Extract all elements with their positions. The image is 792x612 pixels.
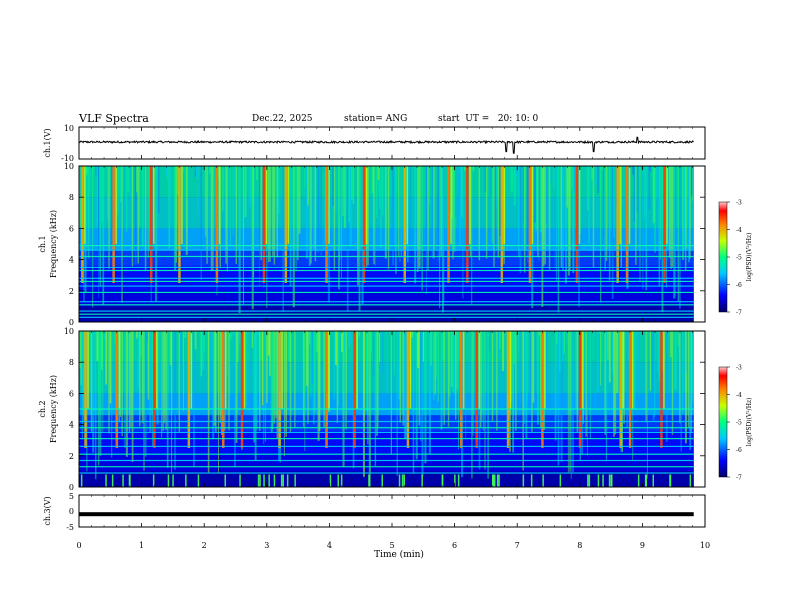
ch1-ytick-top: 10: [64, 124, 74, 133]
x-tick-9: 9: [640, 541, 645, 550]
time-axis: 0 1 2 3 4 5 6 7 8 9 10: [76, 127, 710, 550]
chart-title: VLF Spectra: [79, 112, 149, 125]
ch1-spec-ytick-4: 4: [69, 256, 74, 265]
ch3-ytick-mid: 0: [69, 507, 74, 516]
x-tick-10: 10: [700, 541, 710, 550]
x-tick-1: 1: [139, 541, 144, 550]
ch1-spectrogram: [79, 166, 705, 322]
ch2-spec-ytick-10: 10: [64, 327, 74, 336]
ch2-cbar-tick--6: -6: [736, 447, 742, 454]
ch2-cbar-tick--7: -7: [736, 475, 742, 482]
ch1-colorbar-label: log(PSD)(V²/Hz): [746, 233, 753, 282]
date-label: Dec.22, 2025: [252, 114, 313, 124]
ch2-cbar-tick--3: -3: [736, 365, 742, 372]
ch2-cbar-tick--4: -4: [736, 392, 742, 399]
x-tick-7: 7: [515, 541, 520, 550]
x-tick-2: 2: [202, 541, 207, 550]
ch1-spec-ytick-8: 8: [69, 193, 74, 202]
ch1-cbar-tick--4: -4: [736, 227, 742, 234]
ch2-cbar-tick--5: -5: [736, 420, 742, 427]
ch2-spec-ylabel: ch.2: [38, 400, 47, 417]
x-tick-8: 8: [577, 541, 582, 550]
ch1-ytick-bottom: -10: [61, 154, 74, 163]
ch3-waveform-panel: 5 0 -5 ch.3(V): [43, 492, 706, 532]
ch3-ylabel: ch.3(V): [43, 496, 52, 525]
x-tick-3: 3: [264, 541, 269, 550]
ch2-spectrogram-panel: 0 2 4 6 8 10 ch.2 Frequency (kHz): [38, 327, 706, 492]
ch3-ytick-top: 5: [69, 492, 74, 501]
x-tick-0: 0: [76, 541, 81, 550]
ch1-spec-ytick-0: 0: [69, 318, 74, 327]
ch3-ytick-bottom: -5: [66, 523, 74, 532]
ch1-cbar-tick--5: -5: [736, 255, 742, 262]
ch3-waveform-line: [79, 512, 694, 517]
x-tick-5: 5: [389, 541, 394, 550]
ch1-spec-ytick-10: 10: [64, 162, 74, 171]
x-tick-4: 4: [327, 541, 332, 550]
ch2-spec-ytick-0: 0: [69, 483, 74, 492]
ch1-spec-ylabel2: Frequency (kHz): [49, 210, 58, 278]
x-axis-label: Time (min): [374, 549, 424, 560]
ch1-spectrogram-panel: 0 2 4 6 8 10 ch.1 Frequency (kHz): [38, 162, 706, 327]
ch1-spec-ylabel: ch.1: [38, 235, 47, 252]
ch2-spec-ylabel2: Frequency (kHz): [49, 375, 58, 443]
start-time-label: start UT = 20: 10: 0: [438, 114, 539, 124]
x-tick-6: 6: [452, 541, 457, 550]
ch1-colorbar: -3 -4 -5 -6 -7 log(PSD)(V²/Hz): [718, 200, 753, 317]
ch2-spec-ytick-8: 8: [69, 358, 74, 367]
ch1-cbar-tick--6: -6: [736, 282, 742, 289]
ch2-spec-ytick-4: 4: [69, 421, 74, 430]
ch1-cbar-tick--3: -3: [736, 200, 742, 207]
ch1-cbar-tick--7: -7: [736, 310, 742, 317]
ch1-spec-ytick-2: 2: [69, 287, 74, 296]
station-label: station= ANG: [344, 114, 408, 124]
ch2-spec-ytick-2: 2: [69, 452, 74, 461]
ch1-ylabel: ch.1(V): [43, 128, 52, 157]
ch2-colorbar-label: log(PSD)(V²/Hz): [746, 398, 753, 447]
ch2-spec-ytick-6: 6: [69, 389, 74, 398]
ch1-spec-ytick-6: 6: [69, 224, 74, 233]
ch1-waveform-panel: 10 -10 ch.1(V): [43, 124, 706, 163]
ch2-colorbar: -3 -4 -5 -6 -7 log(PSD)(V²/Hz): [718, 365, 753, 482]
ch2-spectrogram: [79, 331, 705, 487]
ch1-waveform-line: [78, 136, 694, 154]
